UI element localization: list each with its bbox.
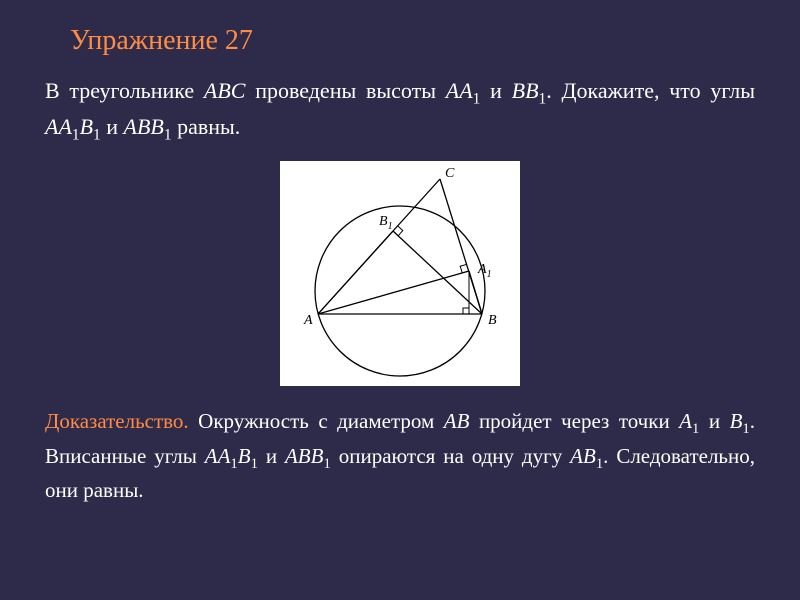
problem-text: и [480,78,511,103]
problem-text: и [101,114,124,139]
angle1: AA1B1 [205,444,258,468]
angle-abb1: ABB1 [124,114,172,139]
aa1: AA1 [446,78,481,103]
svg-text:C: C [445,166,455,181]
seg-ab: AB [444,409,470,433]
exercise-title: Упражнение 27 [70,25,755,57]
svg-text:A: A [303,313,313,328]
tri-abc: ABC [204,78,246,103]
problem-text: равны. [172,114,241,139]
proof-body: опираются на одну дугу [331,444,570,468]
proof-body: Окружность с диаметром [189,409,444,433]
angle2: ABB1 [285,444,331,468]
proof-body: и [699,409,729,433]
proof-text: Доказательство. Окружность с диаметром A… [45,406,755,505]
problem-text: В треугольнике [45,78,204,103]
svg-text:B: B [488,313,497,328]
pt-b1: B1 [730,409,750,433]
bb1: BB1 [512,78,547,103]
arc-ab1: AB1 [570,444,603,468]
proof-body: пройдет через точки [469,409,679,433]
geometry-diagram: ABCA1B1 [280,161,520,386]
pt-a1: A1 [679,409,699,433]
proof-body: и [258,444,285,468]
diagram-container: ABCA1B1 [45,161,755,386]
problem-text: проведены высоты [245,78,445,103]
problem-statement: В треугольнике ABC проведены высоты AA1 … [45,75,755,146]
angle-aa1b1: AA1B1 [45,114,101,139]
proof-label: Доказательство. [45,409,189,433]
problem-text: . Докажите, что углы [546,78,755,103]
